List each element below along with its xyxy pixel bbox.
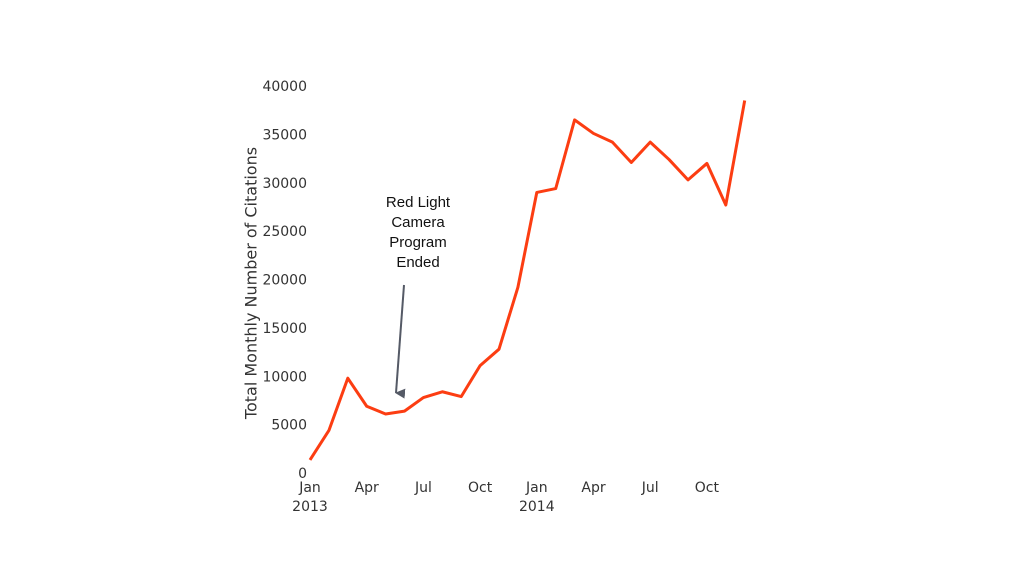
y-tick-label: 25000 [262, 224, 307, 240]
data-line [308, 100, 747, 461]
y-tick-label: 5000 [271, 418, 307, 434]
x-tick-label: Jul [414, 480, 432, 496]
x-tick-label: Apr [355, 480, 379, 496]
y-tick-label: 15000 [262, 321, 307, 337]
x-tick-label: Oct [468, 480, 493, 496]
y-tick-label: 10000 [262, 369, 307, 385]
y-tick-label: 30000 [262, 176, 307, 192]
x-year-label: 2014 [519, 499, 555, 515]
y-tick-label: 35000 [262, 127, 307, 143]
annotation: Red Light Camera Program Ended [385, 194, 451, 271]
x-tick-label: Jan [298, 480, 321, 496]
y-axis-label: Total Monthly Number of Citations [242, 147, 261, 420]
x-tick-label: Jan [525, 480, 548, 496]
x-tick-label: Apr [581, 480, 605, 496]
y-tick-label: 40000 [262, 79, 307, 95]
annotation-arrow [395, 284, 406, 399]
x-tick-label: Jul [641, 480, 659, 496]
x-year-label: 2013 [292, 499, 328, 515]
y-tick-label: 20000 [262, 273, 307, 289]
x-tick-label: Oct [695, 480, 720, 496]
y-tick-label: 0 [298, 466, 307, 482]
